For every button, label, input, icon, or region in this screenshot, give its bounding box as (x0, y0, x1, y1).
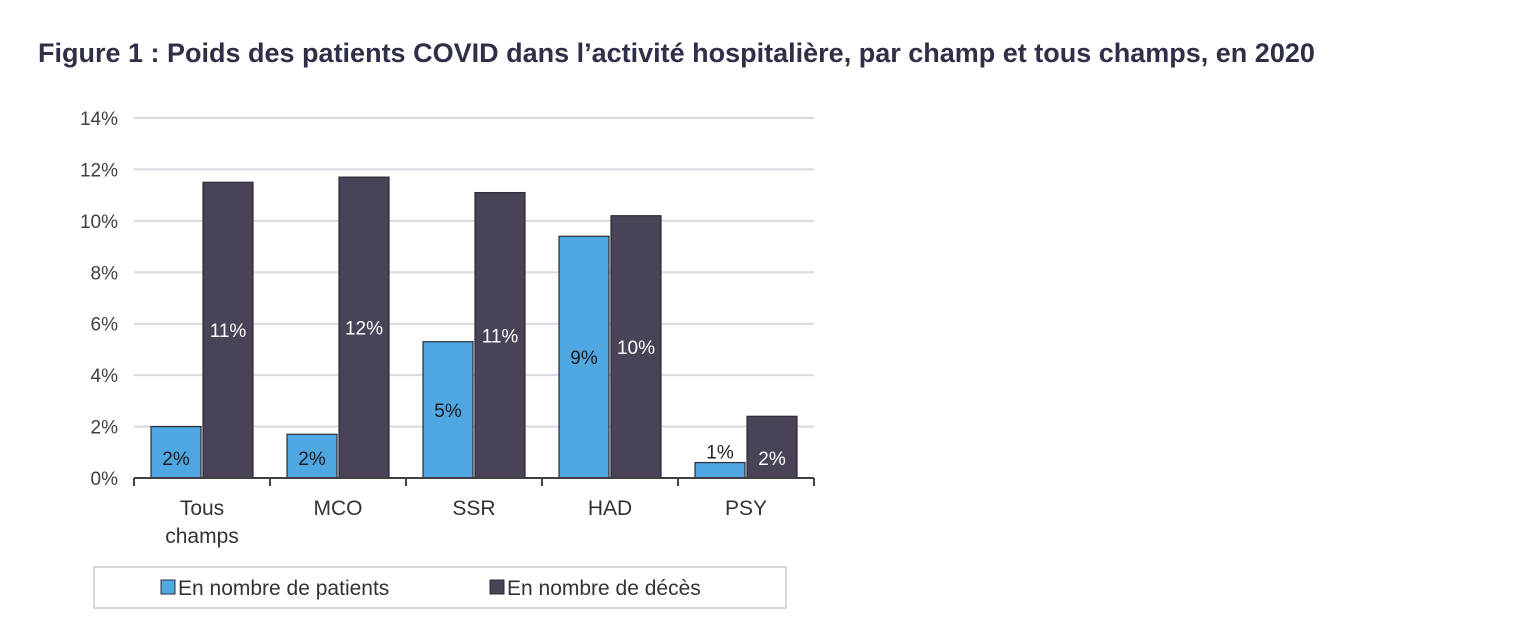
legend-swatch (160, 579, 176, 595)
data-label: 10% (617, 338, 655, 359)
y-tick-label: 0% (91, 469, 119, 490)
bar-deces (474, 191, 526, 479)
bar-deces (202, 181, 254, 479)
data-label: 11% (210, 321, 247, 342)
y-axis-ticks: 0% 2% 4% 6% 8% 10% 12% 14% (80, 109, 118, 490)
chart-title: Figure 1 : Poids des patients COVID dans… (38, 38, 1315, 68)
data-label: 2% (162, 449, 190, 470)
bar-patients (422, 341, 474, 479)
legend-box (93, 566, 787, 609)
data-label: 11% (482, 326, 519, 347)
x-tick-label: HAD (588, 497, 632, 520)
y-tick-label: 12% (80, 160, 118, 181)
bar-deces (338, 176, 390, 479)
legend-swatch (489, 579, 505, 595)
x-axis-ticks: Tous champs MCO SSR HAD PSY (165, 497, 767, 548)
bar-patients (150, 425, 202, 479)
bar-patients (558, 235, 610, 479)
y-tick-label: 4% (91, 366, 119, 387)
y-tick-label: 8% (91, 263, 119, 284)
legend-label: En nombre de décès (507, 577, 701, 600)
x-tick-label: Tous (180, 497, 224, 520)
data-label: 2% (758, 449, 786, 470)
x-tick-label: SSR (452, 497, 495, 520)
data-label: 2% (298, 449, 326, 470)
bars: 2% 11% 2% 12% 5% 11% 9% 10% 1% 2% (150, 176, 798, 479)
x-axis (133, 477, 815, 486)
y-tick-label: 2% (91, 418, 119, 439)
legend-label: En nombre de patients (178, 577, 389, 600)
y-tick-label: 10% (80, 212, 118, 233)
legend: En nombre de patients En nombre de décès (93, 566, 787, 609)
data-label: 5% (434, 401, 462, 422)
x-tick-label: champs (165, 525, 239, 548)
x-tick-label: MCO (314, 497, 363, 520)
bar-patients (694, 461, 746, 479)
data-label: 12% (345, 319, 383, 340)
x-tick-label: PSY (725, 497, 767, 520)
y-tick-label: 14% (80, 109, 118, 130)
bar-deces (610, 215, 662, 479)
bar-deces (746, 415, 798, 479)
y-tick-label: 6% (91, 315, 119, 336)
data-label: 9% (570, 348, 598, 369)
data-label: 1% (706, 443, 734, 464)
